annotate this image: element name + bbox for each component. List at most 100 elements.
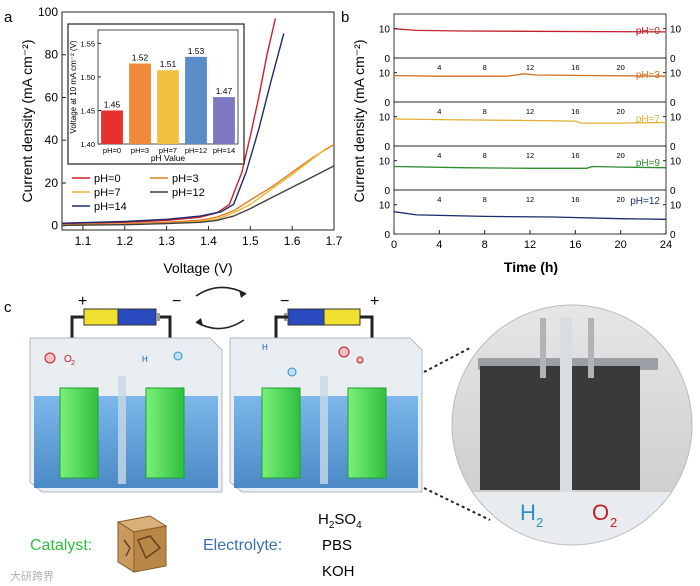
inset-bar-0: [101, 110, 123, 144]
panel-a-label: a: [4, 9, 13, 26]
inset-bar-2: [157, 70, 179, 144]
switch-arrow-top-head: [239, 290, 246, 298]
right-minus-sign: −: [280, 293, 289, 310]
inset-bar-3: [185, 56, 207, 144]
panel-b-subplot-label-1: pH=3: [636, 70, 661, 81]
inset-category-label-2: pH=7: [159, 146, 177, 155]
left-o2-bubble: [44, 352, 56, 364]
panel-b-inner-x-tick-label: 16: [571, 63, 579, 72]
panel-c: c + − O 2 H: [4, 286, 693, 583]
panel-b-inner-x-tick-label: 20: [616, 63, 624, 72]
inset-y-tick-label: 1.40: [80, 140, 95, 149]
panel-b-y-tick-label-right: 10: [670, 113, 682, 124]
panel-a-y-tick-label: 0: [51, 219, 58, 233]
legend-label-0: pH=0: [94, 173, 121, 185]
panel-a-y-axis-label: Current density (mA cm⁻²): [19, 40, 35, 203]
panel-b-x-tick-label: 8: [482, 239, 488, 251]
panel-b-y-tick-label-right: 0: [670, 186, 676, 197]
panel-b-y-tick-label: 10: [379, 113, 391, 124]
panel-b-y-tick-label-right: 0: [670, 98, 676, 109]
panel-b-y-tick-label-right: 10: [670, 25, 682, 36]
panel-b-y-tick-label: 10: [379, 69, 391, 80]
panel-b-subplot-label-3: pH=9: [636, 158, 661, 169]
panel-b-inner-x-tick-label: 8: [483, 151, 487, 160]
panel-b-x-tick-label: 0: [391, 239, 397, 251]
electrolyte-list: H2SO4 PBS KOH: [318, 511, 362, 580]
panel-b-label: b: [341, 9, 349, 26]
panel-a-y-tick-label: 60: [45, 90, 59, 104]
legend-label-2: pH=7: [94, 187, 121, 199]
zoom-line-top: [423, 347, 471, 373]
left-battery-blue: [117, 308, 157, 326]
inset-bars: 1.45 pH=0 1.52 pH=3 1.51 pH=7 1.53 pH=12 1.47 pH=…: [101, 46, 235, 155]
panel-b-y-tick-label-right: 10: [670, 69, 682, 80]
panel-a-series-line-4: [61, 33, 285, 224]
panel-b-inner-x-tick-label: 4: [437, 151, 441, 160]
panel-a-series-line-0: [61, 18, 277, 225]
panel-b-y-tick-label: 0: [384, 54, 390, 65]
electrolyte-h2so4: H2SO4: [318, 511, 362, 531]
switch-arrow-bottom: [195, 319, 245, 330]
photo-border: [451, 304, 693, 546]
inset-y-tick-label: 1.55: [80, 39, 95, 48]
photo-rod-left: [540, 318, 546, 378]
foam-pores: [123, 535, 162, 560]
inset-category-label-3: pH=12: [185, 146, 207, 155]
panel-b-y-tick-label-right: 10: [670, 157, 682, 168]
panel-a-x-axis-label: Voltage (V): [163, 260, 232, 276]
inset-bar-value-1: 1.52: [132, 53, 149, 63]
panel-b-series-line-0: [393, 28, 667, 33]
right-membrane: [320, 376, 328, 484]
panel-b-y-tick-label-right: 0: [670, 142, 676, 153]
left-electrolysis-cell: + − O 2 H: [29, 293, 223, 493]
panel-b-inner-x-tick-label: 20: [616, 151, 624, 160]
photo-o2-label: O: [592, 500, 609, 525]
panel-b-inner-x-tick-label: 4: [437, 195, 441, 204]
panel-b-y-tick-label: 0: [384, 98, 390, 109]
photo-o2-sub: 2: [610, 515, 617, 530]
panel-b-y-tick-label-right: 0: [670, 54, 676, 65]
panel-b-inner-x-tick-label: 8: [483, 107, 487, 116]
panel-b-inner-x-tick-label: 4: [437, 63, 441, 72]
photo-separator: [560, 318, 572, 528]
legend-label-4: pH=14: [94, 201, 127, 213]
panel-b-subplots: pH=0 0 0 10 10 4 8 12 16 20 pH=3 0 0 10 10 4 8 12 16 20 pH=7…: [379, 13, 682, 241]
panel-a-x-tick-label: 1.2: [116, 234, 133, 248]
left-h2-label: H: [142, 355, 148, 364]
panel-a-x-tick-label: 1.5: [242, 234, 259, 248]
photo-electrode-left: [480, 366, 562, 490]
inset-bar-value-3: 1.53: [188, 46, 205, 56]
right-battery-yellow: [323, 308, 361, 326]
panel-a-x-tick-label: 1.4: [200, 234, 217, 248]
left-electrode-cathode: [145, 387, 185, 479]
watermark: 大研跨界: [10, 569, 54, 583]
panel-b-y-tick-label-right: 10: [670, 201, 682, 212]
switch-arrow-bottom-head: [196, 318, 203, 326]
panel-b-subplot-frame-0: [393, 13, 667, 59]
electrolyte-koh: KOH: [322, 563, 355, 580]
legend-label-1: pH=3: [172, 173, 199, 185]
panel-b-inner-x-tick-label: 16: [571, 151, 579, 160]
panel-b-y-axis-label: Current density (mA cm⁻²): [351, 40, 367, 203]
panel-b-series-line-4: [393, 211, 667, 220]
panel-b-inner-x-tick-label: 12: [526, 151, 534, 160]
panel-a-y-tick-label: 40: [45, 133, 59, 147]
left-o2-label: O: [64, 354, 72, 365]
panel-b-inner-x-tick-label: 20: [616, 195, 624, 204]
inset-bar-1: [129, 63, 151, 144]
panel-a-y-tick-label: 100: [38, 5, 58, 19]
panel-a-y-tick-label: 20: [45, 176, 59, 190]
panel-b-series-line-2: [393, 118, 667, 124]
panel-a-legend: pH=0 pH=3 pH=7 pH=12 pH=14: [72, 173, 205, 213]
panel-b-inner-x-tick-label: 4: [437, 107, 441, 116]
left-membrane: [118, 376, 126, 484]
inset-category-label-1: pH=3: [131, 146, 149, 155]
left-plus-sign: +: [78, 293, 87, 310]
inset-bar-value-0: 1.45: [104, 99, 121, 109]
panel-b-inner-x-tick-label: 16: [571, 195, 579, 204]
left-battery-terminal: [156, 313, 160, 321]
right-electrolysis-cell: − + H: [229, 293, 423, 493]
right-battery: [284, 308, 361, 326]
